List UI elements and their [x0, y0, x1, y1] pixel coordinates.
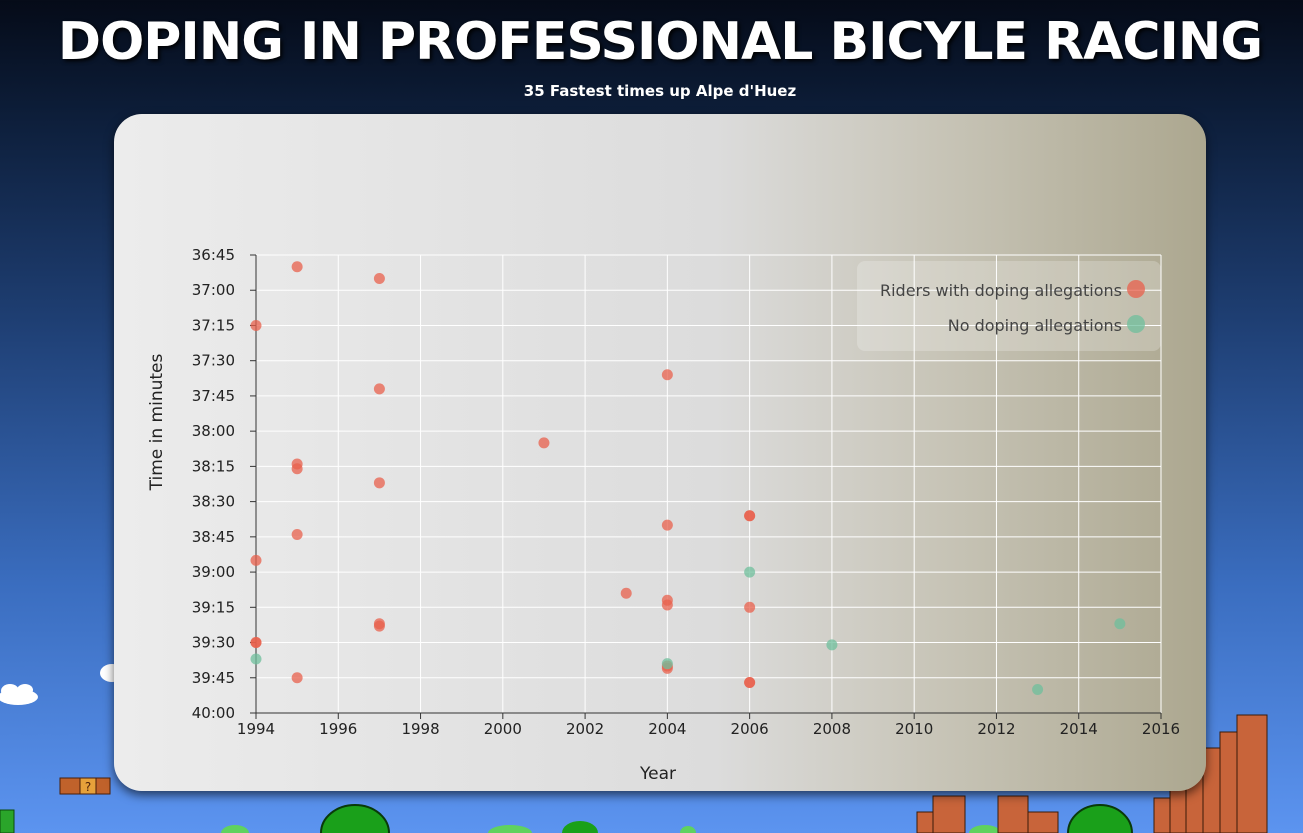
x-tick-label: 2012 — [977, 720, 1015, 738]
data-point-doping — [744, 676, 756, 688]
data-point-clean — [661, 658, 673, 670]
legend-marker-clean — [1127, 315, 1145, 333]
data-point-doping — [291, 261, 303, 273]
y-tick-label: 40:00 — [192, 704, 235, 722]
data-point-clean — [826, 639, 838, 651]
data-point-doping — [291, 672, 303, 684]
x-tick-label: 2004 — [648, 720, 686, 738]
data-point-doping — [661, 599, 673, 611]
data-point-doping — [373, 272, 385, 284]
x-tick-label: 2002 — [566, 720, 604, 738]
y-tick-label: 38:00 — [192, 422, 235, 440]
brick-block-icon: ? — [59, 777, 111, 795]
x-tick-label: 1996 — [319, 720, 357, 738]
y-tick-label: 37:30 — [192, 352, 235, 370]
y-tick-label: 37:00 — [192, 281, 235, 299]
x-tick-label: 2008 — [813, 720, 851, 738]
data-point-doping — [291, 463, 303, 475]
x-tick-label: 2000 — [484, 720, 522, 738]
x-tick-label: 2016 — [1142, 720, 1180, 738]
y-tick-label: 39:15 — [192, 598, 235, 616]
data-point-doping — [744, 601, 756, 613]
y-tick-label: 37:45 — [192, 387, 235, 405]
data-point-doping — [250, 637, 262, 649]
data-point-doping — [373, 383, 385, 395]
pipe-icon — [0, 809, 15, 833]
y-tick-label: 38:15 — [192, 457, 235, 475]
y-axis-label: Time in minutes — [147, 354, 167, 492]
page-subtitle: 35 Fastest times up Alpe d'Huez — [523, 82, 797, 100]
page-title: DOPING IN PROFESSIONAL BICYLE RACING — [57, 12, 1263, 72]
y-axis-ticks: 36:45 37:00 37:15 37:30 37:45 38:00 38:15 38:30… — [192, 246, 257, 722]
y-tick-label: 39:00 — [192, 563, 235, 581]
legend: Riders with doping allegations No doping… — [857, 261, 1161, 351]
y-tick-label: 39:45 — [192, 669, 235, 687]
data-point-doping — [538, 437, 550, 449]
x-tick-label: 2010 — [895, 720, 933, 738]
data-point-doping — [620, 587, 632, 599]
x-axis-label: Year — [639, 764, 676, 784]
data-point-doping — [373, 620, 385, 632]
data-points — [250, 261, 1126, 696]
cloud-icon — [0, 684, 38, 705]
legend-marker-doping — [1127, 280, 1145, 298]
y-tick-label: 39:30 — [192, 634, 235, 652]
legend-background — [857, 261, 1161, 351]
x-tick-label: 2006 — [731, 720, 769, 738]
y-tick-label: 37:15 — [192, 316, 235, 334]
legend-label-clean: No doping allegations — [948, 316, 1122, 335]
scatter-chart: 1994 1996 1998 2000 2002 2004 2006 2008 2010 2012… — [147, 246, 1180, 784]
data-point-doping — [250, 319, 262, 331]
data-point-clean — [1114, 618, 1126, 630]
data-point-doping — [744, 510, 756, 522]
data-point-clean — [744, 566, 756, 578]
data-point-clean — [250, 653, 262, 665]
data-point-doping — [661, 369, 673, 381]
data-point-doping — [661, 519, 673, 531]
data-point-clean — [1032, 684, 1044, 696]
data-point-doping — [291, 528, 303, 540]
x-axis-ticks: 1994 1996 1998 2000 2002 2004 2006 2008 2010 2012… — [237, 712, 1180, 738]
legend-label-doping: Riders with doping allegations — [880, 281, 1122, 300]
x-tick-label: 2014 — [1060, 720, 1098, 738]
chart-grid — [255, 254, 1162, 714]
bush-icon — [221, 825, 1001, 833]
svg-text:?: ? — [85, 780, 91, 794]
x-tick-label: 1998 — [401, 720, 439, 738]
data-point-doping — [373, 477, 385, 489]
hill-icon — [320, 804, 1133, 833]
data-point-doping — [250, 554, 262, 566]
y-tick-label: 38:30 — [192, 493, 235, 511]
y-tick-label: 36:45 — [192, 246, 235, 264]
y-tick-label: 38:45 — [192, 528, 235, 546]
x-tick-label: 1994 — [237, 720, 275, 738]
